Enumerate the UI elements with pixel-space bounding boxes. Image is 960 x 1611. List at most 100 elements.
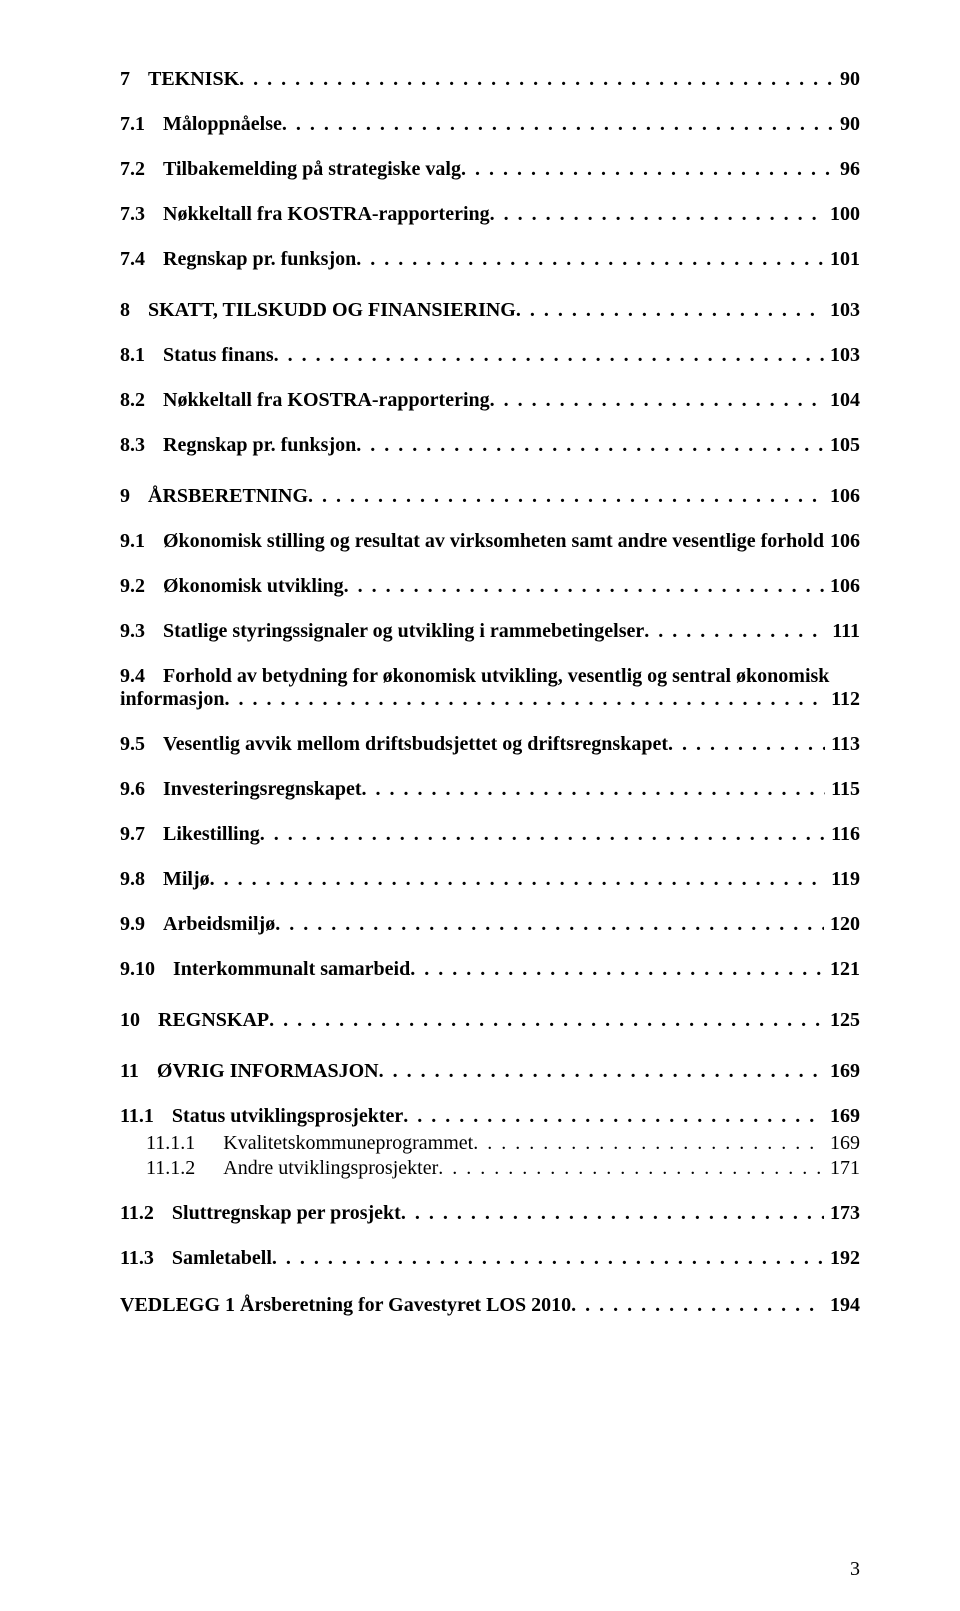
toc-leader-dots xyxy=(403,1105,824,1128)
toc-entry-title: Måloppnåelse xyxy=(163,113,282,136)
toc-entry-page: 171 xyxy=(824,1157,860,1180)
toc-entry-page: 125 xyxy=(824,1009,860,1032)
toc-leader-dots xyxy=(356,434,824,457)
toc-leader-dots xyxy=(516,299,824,322)
toc-entry: 9.9Arbeidsmiljø120 xyxy=(120,913,860,936)
toc-entry-title: VEDLEGG 1 Årsberetning for Gavestyret LO… xyxy=(120,1294,571,1317)
toc-entry: 8SKATT, TILSKUDD OG FINANSIERING103 xyxy=(120,299,860,322)
toc-entry-title: Forhold av betydning for økonomisk utvik… xyxy=(163,665,829,688)
toc-entry: 9.8Miljø119 xyxy=(120,868,860,891)
toc-entry-number: 8.1 xyxy=(120,344,163,367)
toc-leader-dots xyxy=(438,1157,824,1180)
toc-leader-dots xyxy=(260,823,825,846)
toc-leader-dots xyxy=(473,1132,824,1155)
toc-entry-page: 113 xyxy=(825,733,860,756)
toc-entry: 9.1Økonomisk stilling og resultat av vir… xyxy=(120,530,860,553)
toc-entry-page: 169 xyxy=(824,1060,860,1083)
toc-entry-page: 173 xyxy=(824,1202,860,1225)
toc-entry-title: Investeringsregnskapet xyxy=(163,778,362,801)
toc-entry-number: 11.3 xyxy=(120,1247,172,1270)
toc-entry: 7TEKNISK90 xyxy=(120,68,860,91)
toc-entry-number: 8.3 xyxy=(120,434,163,457)
toc-entry: 8.2Nøkkeltall fra KOSTRA-rapportering 104 xyxy=(120,389,860,412)
toc-entry-page: 90 xyxy=(834,68,860,91)
toc-entry-title: Kvalitetskommuneprogrammet xyxy=(223,1132,473,1155)
toc-entry-number: 9 xyxy=(120,485,148,508)
toc-leader-dots xyxy=(344,575,824,598)
toc-entry-number: 9.10 xyxy=(120,958,173,981)
table-of-contents: 7TEKNISK907.1Måloppnåelse907.2Tilbakemel… xyxy=(120,68,860,1317)
toc-entry-number: 7.1 xyxy=(120,113,163,136)
toc-leader-dots xyxy=(275,913,824,936)
toc-entry-title: REGNSKAP xyxy=(158,1009,269,1032)
toc-entry: 11ØVRIG INFORMASJON169 xyxy=(120,1060,860,1083)
toc-entry-page: 101 xyxy=(824,248,860,271)
toc-entry-page: 192 xyxy=(824,1247,860,1270)
toc-entry-page: 169 xyxy=(824,1105,860,1128)
toc-entry-title: Tilbakemelding på strategiske valg xyxy=(163,158,461,181)
toc-entry-number: 8.2 xyxy=(120,389,163,412)
toc-entry: 9.3Statlige styringssignaler og utviklin… xyxy=(120,620,860,643)
toc-entry-number: 10 xyxy=(120,1009,158,1032)
toc-entry-page: 103 xyxy=(824,299,860,322)
toc-entry-title: Sluttregnskap per prosjekt xyxy=(172,1202,401,1225)
toc-entry-page: 96 xyxy=(834,158,860,181)
toc-entry-title: Regnskap pr. funksjon xyxy=(163,434,356,457)
toc-entry-page: 90 xyxy=(834,113,860,136)
toc-entry-page: 106 xyxy=(824,575,860,598)
toc-leader-dots xyxy=(224,688,825,711)
toc-leader-dots xyxy=(362,778,826,801)
toc-entry-page: 105 xyxy=(824,434,860,457)
toc-entry: 7.2Tilbakemelding på strategiske valg96 xyxy=(120,158,860,181)
toc-entry-number: 7.3 xyxy=(120,203,163,226)
toc-leader-dots xyxy=(282,113,834,136)
toc-entry-page: 169 xyxy=(824,1132,860,1155)
toc-leader-dots xyxy=(274,344,824,367)
toc-entry-number: 11.1.1 xyxy=(146,1132,223,1155)
toc-entry: 11.1.2Andre utviklingsprosjekter 171 xyxy=(120,1157,860,1180)
toc-entry: 9.6Investeringsregnskapet115 xyxy=(120,778,860,801)
toc-entry-title: Status finans xyxy=(163,344,274,367)
toc-entry-page: 106 xyxy=(824,485,860,508)
toc-entry-page: 100 xyxy=(824,203,860,226)
toc-entry-title: Vesentlig avvik mellom driftsbudsjettet … xyxy=(163,733,668,756)
toc-entry-title: Miljø xyxy=(163,868,210,891)
toc-entry-title: Interkommunalt samarbeid xyxy=(173,958,410,981)
toc-entry-title: Regnskap pr. funksjon xyxy=(163,248,356,271)
toc-leader-dots xyxy=(644,620,826,643)
toc-entry: 9.4Forhold av betydning for økonomisk ut… xyxy=(120,665,860,711)
toc-entry-number: 11.1 xyxy=(120,1105,172,1128)
toc-entry: 8.3Regnskap pr. funksjon 105 xyxy=(120,434,860,457)
toc-entry-title: Statlige styringssignaler og utvikling i… xyxy=(163,620,644,643)
toc-leader-dots xyxy=(668,733,825,756)
page-number: 3 xyxy=(850,1558,860,1581)
toc-entry-title: Nøkkeltall fra KOSTRA-rapportering xyxy=(163,203,490,226)
toc-entry-page: 104 xyxy=(824,389,860,412)
toc-entry: 7.4Regnskap pr. funksjon101 xyxy=(120,248,860,271)
toc-entry: 9.10Interkommunalt samarbeid 121 xyxy=(120,958,860,981)
toc-entry-title: Økonomisk utvikling xyxy=(163,575,344,598)
toc-entry-number: 9.5 xyxy=(120,733,163,756)
toc-entry-number: 11.1.2 xyxy=(146,1157,223,1180)
toc-entry-page: 116 xyxy=(825,823,860,846)
toc-entry-title-cont: informasjon xyxy=(120,688,224,711)
toc-leader-dots xyxy=(490,203,824,226)
toc-entry: 10REGNSKAP 125 xyxy=(120,1009,860,1032)
toc-entry: 8.1Status finans103 xyxy=(120,344,860,367)
toc-entry-number: 9.4 xyxy=(120,665,163,688)
toc-leader-dots xyxy=(490,389,824,412)
toc-entry-page: 106 xyxy=(824,530,860,553)
toc-entry-title: Andre utviklingsprosjekter xyxy=(223,1157,438,1180)
toc-entry: 9.7Likestilling116 xyxy=(120,823,860,846)
toc-entry-title: ÅRSBERETNING xyxy=(148,485,308,508)
toc-entry-page: 115 xyxy=(825,778,860,801)
toc-leader-dots xyxy=(239,68,834,91)
toc-leader-dots xyxy=(272,1247,824,1270)
toc-entry-title: TEKNISK xyxy=(148,68,239,91)
toc-entry-page: 121 xyxy=(824,958,860,981)
toc-entry-title: Likestilling xyxy=(163,823,260,846)
toc-entry: 11.1Status utviklingsprosjekter169 xyxy=(120,1105,860,1128)
toc-entry-title: Økonomisk stilling og resultat av virkso… xyxy=(163,530,824,553)
toc-entry-title: Nøkkeltall fra KOSTRA-rapportering xyxy=(163,389,490,412)
toc-leader-dots xyxy=(401,1202,824,1225)
